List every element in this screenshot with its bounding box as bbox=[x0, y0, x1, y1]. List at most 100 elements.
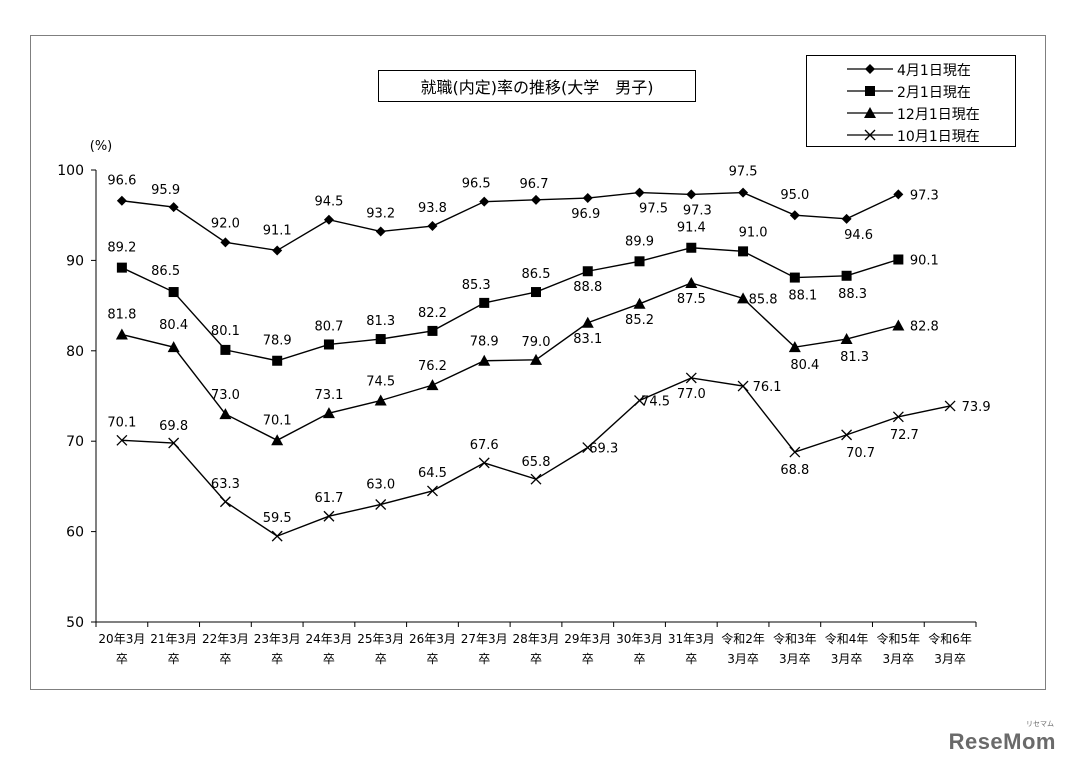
data-label: 90.1 bbox=[910, 253, 939, 268]
data-label: 88.1 bbox=[788, 289, 817, 304]
data-label: 94.6 bbox=[844, 228, 873, 243]
data-label: 96.6 bbox=[107, 174, 136, 189]
data-label: 76.2 bbox=[418, 359, 447, 374]
legend-item-february: 2月1日現在 bbox=[807, 81, 1017, 101]
data-point-x bbox=[478, 457, 490, 469]
x-tick-label: 26年3月 bbox=[409, 632, 456, 646]
x-tick-label: 28年3月 bbox=[513, 632, 560, 646]
data-label: 70.1 bbox=[107, 415, 136, 430]
data-label: 97.3 bbox=[683, 203, 712, 218]
x-tick-label: 卒 bbox=[530, 652, 542, 666]
y-tick-label: 70 bbox=[66, 434, 84, 450]
x-tick-label: 23年3月 bbox=[254, 632, 301, 646]
data-point-diamond bbox=[841, 213, 852, 224]
x-tick-label: 令和6年 bbox=[928, 631, 972, 646]
data-point-square bbox=[220, 344, 231, 355]
data-label: 73.0 bbox=[211, 388, 240, 403]
x-tick-label: 卒 bbox=[168, 652, 180, 666]
data-point-square bbox=[427, 325, 438, 336]
x-tick-label: 令和5年 bbox=[877, 631, 921, 646]
data-label: 64.5 bbox=[418, 466, 447, 481]
data-point-triangle bbox=[581, 316, 594, 328]
y-tick-label: 90 bbox=[66, 253, 84, 269]
x-tick-label: 3月卒 bbox=[934, 652, 966, 666]
data-point-triangle bbox=[685, 277, 698, 288]
legend-marker-diamond bbox=[847, 64, 893, 74]
data-label: 80.4 bbox=[790, 358, 819, 373]
data-label: 59.5 bbox=[263, 511, 292, 526]
data-label: 91.0 bbox=[739, 225, 768, 240]
y-unit-label: (%) bbox=[90, 139, 113, 154]
data-point-diamond bbox=[634, 187, 645, 198]
data-label: 96.5 bbox=[462, 177, 491, 192]
data-label: 72.7 bbox=[890, 428, 919, 443]
x-tick-label: 卒 bbox=[478, 652, 490, 666]
data-point-diamond bbox=[220, 237, 231, 248]
data-point-x bbox=[582, 442, 594, 453]
data-label: 70.7 bbox=[846, 446, 875, 461]
data-label: 73.9 bbox=[962, 400, 991, 415]
data-point-diamond bbox=[116, 195, 127, 206]
data-point-triangle bbox=[633, 297, 646, 309]
data-label: 95.0 bbox=[780, 188, 809, 203]
data-label: 80.7 bbox=[314, 319, 343, 334]
data-point-triangle bbox=[322, 407, 335, 419]
chart-title-text: 就職(内定)率の推移(大学 男子) bbox=[420, 78, 654, 97]
data-label: 95.9 bbox=[151, 183, 180, 198]
data-point-triangle bbox=[426, 379, 439, 391]
data-label: 61.7 bbox=[314, 491, 343, 506]
data-point-x bbox=[375, 499, 387, 510]
chart-legend: 4月1日現在 2月1日現在 12月1日現在 10月1日現在 bbox=[806, 55, 1016, 147]
x-tick-label: 卒 bbox=[685, 652, 697, 666]
data-point-x bbox=[168, 437, 180, 449]
data-label: 80.4 bbox=[159, 318, 188, 333]
data-point-square bbox=[686, 242, 697, 253]
x-tick-label: 30年3月 bbox=[616, 632, 663, 646]
data-label: 83.1 bbox=[573, 332, 602, 347]
data-label: 76.1 bbox=[753, 380, 782, 395]
data-label: 81.3 bbox=[840, 350, 869, 365]
data-point-x bbox=[737, 380, 749, 392]
data-label: 88.3 bbox=[838, 287, 867, 302]
data-point-square bbox=[789, 272, 800, 283]
data-label: 69.3 bbox=[589, 442, 618, 457]
data-point-x bbox=[944, 400, 956, 412]
legend-item-october: 10月1日現在 bbox=[807, 125, 1017, 145]
x-tick-label: 3月卒 bbox=[831, 652, 863, 666]
x-tick-label: 令和2年 bbox=[721, 631, 765, 646]
data-label: 86.5 bbox=[522, 267, 551, 282]
data-point-square bbox=[738, 246, 749, 257]
data-label: 68.8 bbox=[780, 463, 809, 478]
data-point-square bbox=[531, 287, 541, 298]
series-line bbox=[121, 247, 899, 362]
data-point-x bbox=[841, 429, 853, 441]
x-tick-label: 令和3年 bbox=[773, 631, 817, 646]
data-point-triangle bbox=[840, 333, 853, 345]
data-point-triangle bbox=[892, 319, 905, 331]
data-label: 92.0 bbox=[211, 216, 240, 231]
chart-frame bbox=[30, 35, 1046, 690]
data-point-diamond bbox=[531, 194, 541, 205]
data-point-diamond bbox=[323, 214, 334, 225]
x-tick-label: 3月卒 bbox=[883, 652, 915, 666]
data-label: 91.4 bbox=[677, 221, 706, 236]
legend-item-december: 12月1日現在 bbox=[807, 103, 1017, 123]
watermark-subtext: リセマム bbox=[1026, 720, 1054, 728]
data-point-x bbox=[634, 395, 645, 406]
data-label: 97.3 bbox=[910, 188, 939, 203]
data-point-square bbox=[841, 270, 852, 281]
data-point-x bbox=[789, 446, 801, 458]
data-label: 78.9 bbox=[263, 334, 292, 349]
data-point-diamond bbox=[479, 196, 490, 207]
data-point-x bbox=[427, 485, 438, 497]
x-tick-label: 31年3月 bbox=[668, 632, 715, 646]
data-label: 81.3 bbox=[366, 314, 395, 329]
x-tick-label: 卒 bbox=[375, 652, 387, 666]
data-point-diamond bbox=[582, 193, 593, 204]
legend-label-october: 10月1日現在 bbox=[897, 129, 980, 145]
data-label: 91.1 bbox=[263, 223, 292, 238]
data-point-diamond bbox=[375, 226, 386, 237]
legend-marker-square bbox=[847, 86, 893, 96]
x-tick-label: 卒 bbox=[219, 652, 231, 666]
